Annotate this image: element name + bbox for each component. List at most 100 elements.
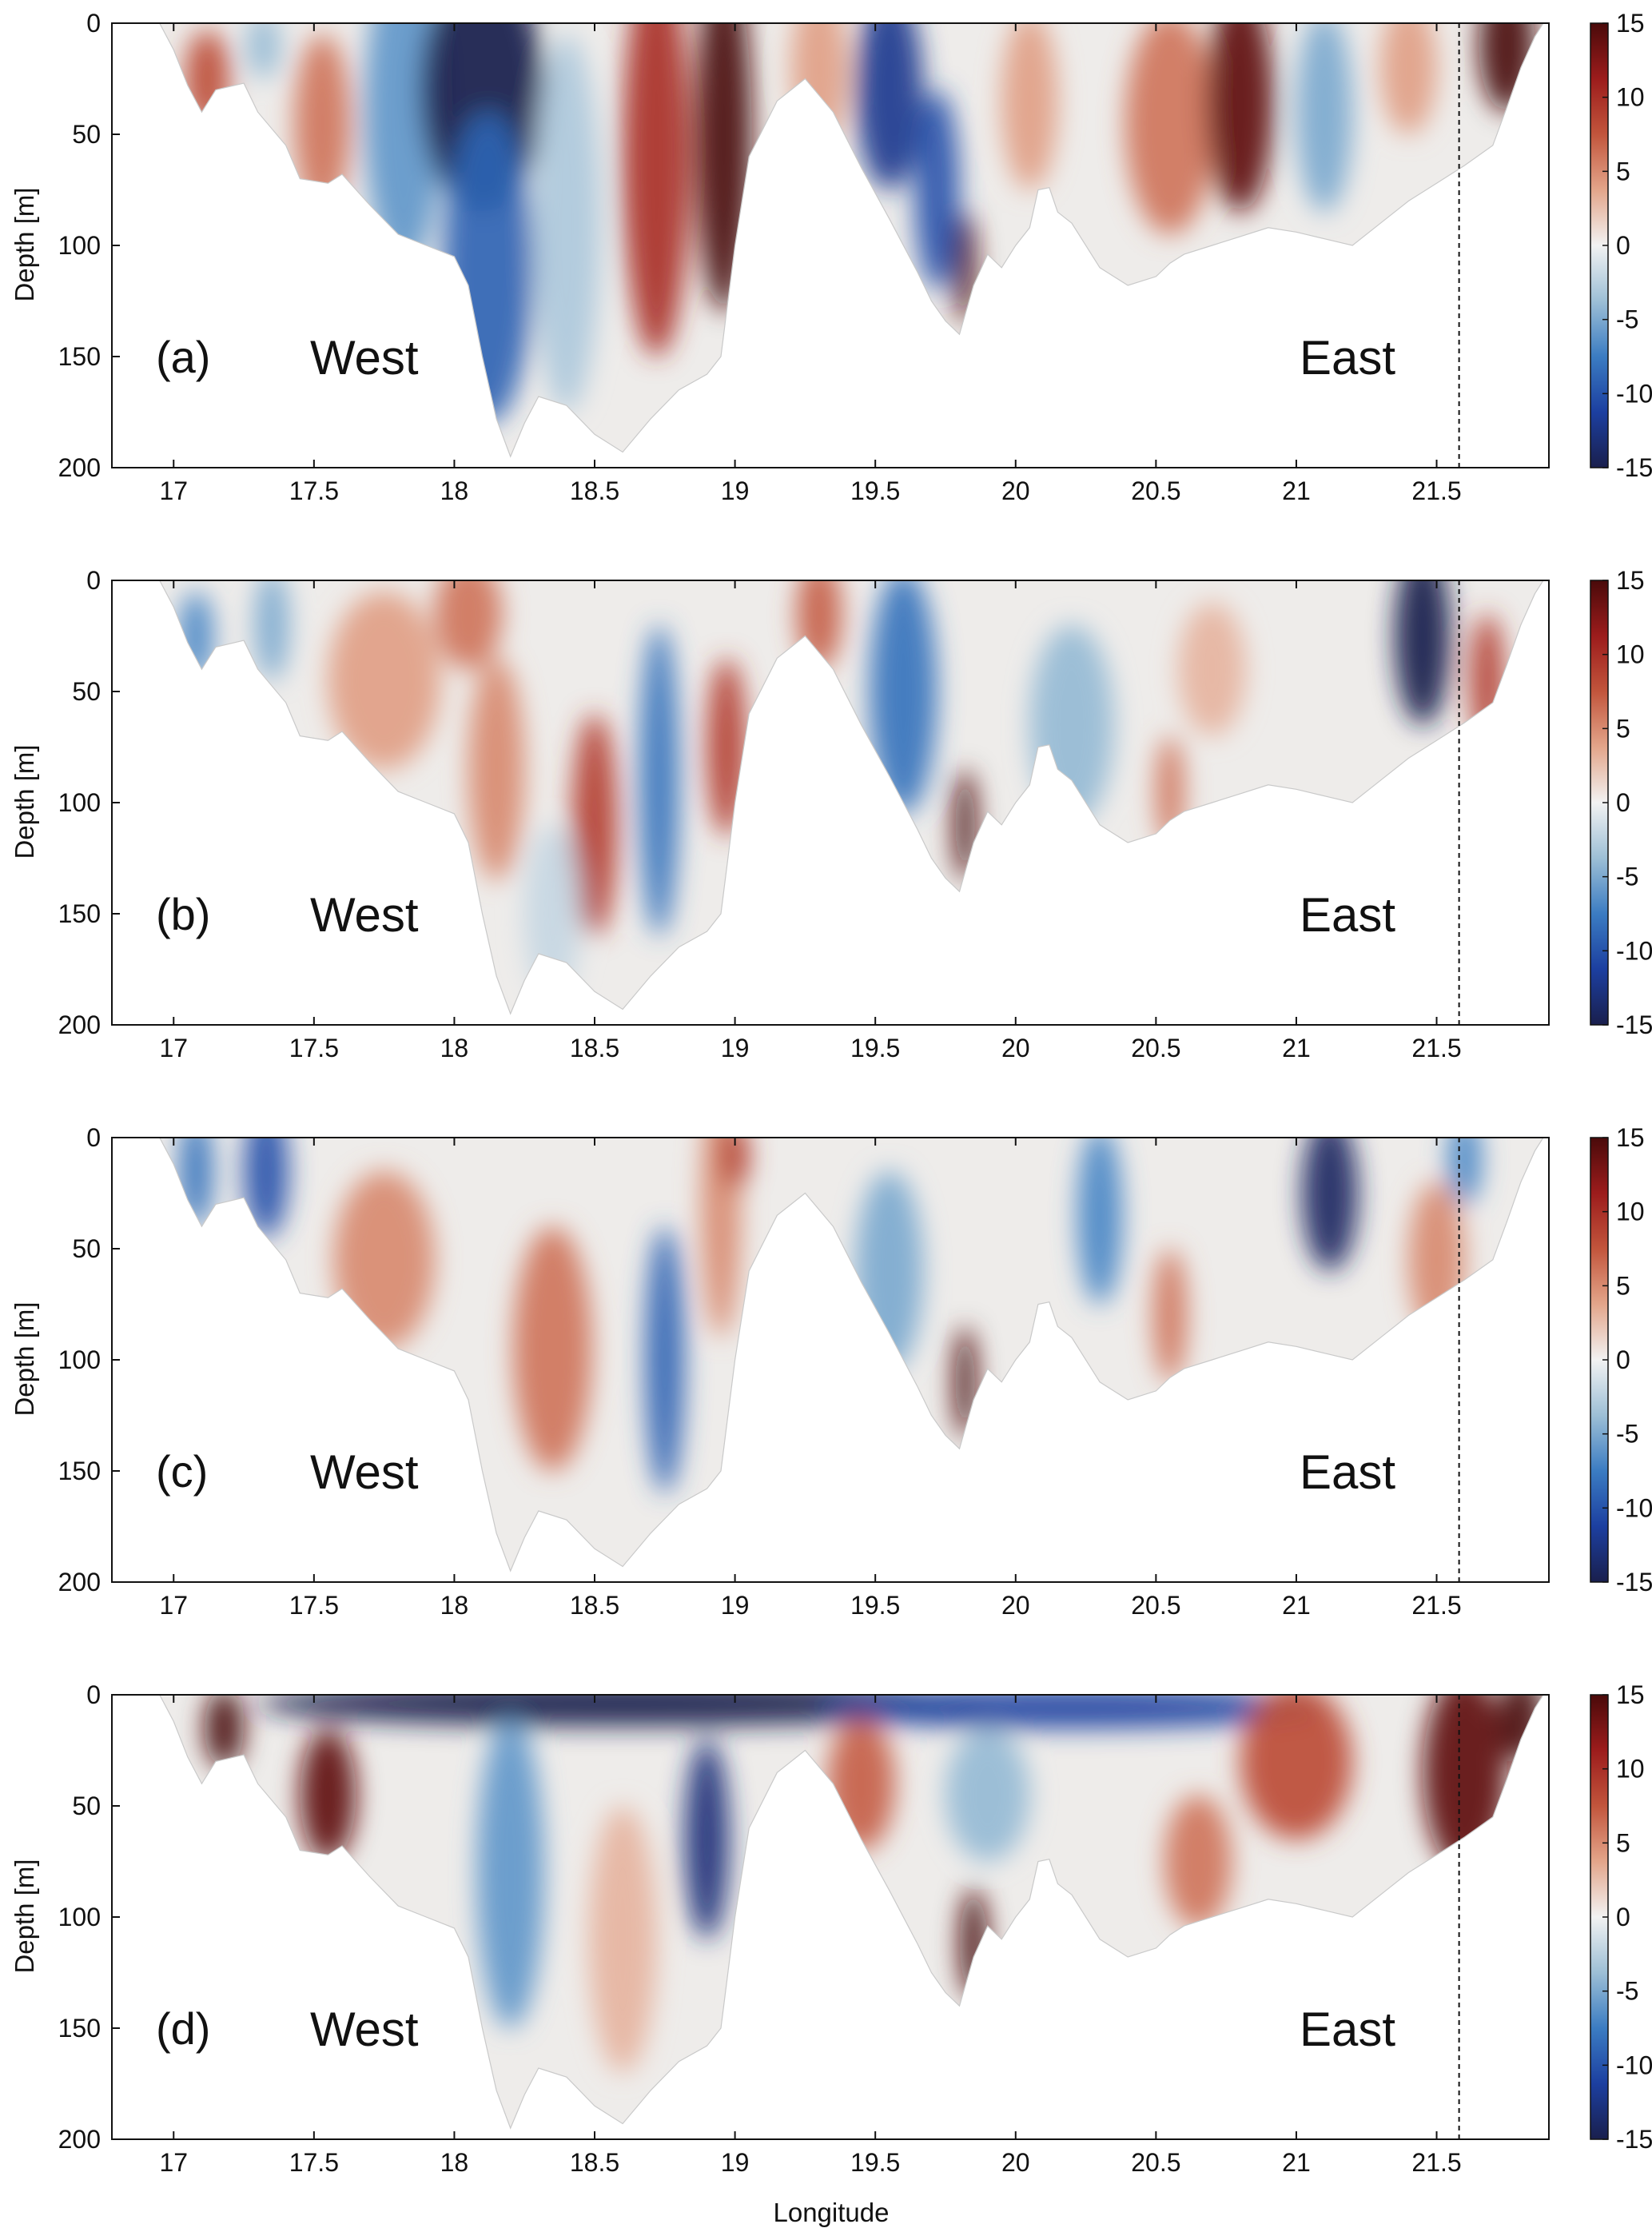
anomaly-feature bbox=[1125, 23, 1216, 235]
y-tick-label: 0 bbox=[86, 566, 101, 595]
colorbar-tick-label: 15 bbox=[1616, 9, 1645, 38]
x-tick-label: 17.5 bbox=[289, 2148, 339, 2177]
colorbar-tick-label: 5 bbox=[1616, 1271, 1630, 1300]
anomaly-feature bbox=[1240, 1695, 1353, 1839]
colorbar-tick-label: 0 bbox=[1616, 231, 1630, 260]
colorbar-tick-label: -15 bbox=[1616, 453, 1652, 482]
colorbar-tick-label: -10 bbox=[1616, 936, 1652, 965]
y-tick-label: 50 bbox=[72, 120, 101, 149]
anomaly-feature bbox=[476, 1716, 544, 2028]
panel-b-west-label: West bbox=[310, 888, 419, 942]
panel-a-east-label: East bbox=[1300, 331, 1395, 385]
panel-d: (d) West East Depth [m] 17 17.5 18 18.5 19 19… bbox=[10, 1680, 1652, 2177]
colorbar-tick-label: 10 bbox=[1616, 640, 1645, 669]
anomaly-feature bbox=[294, 34, 351, 213]
anomaly-feature bbox=[1380, 23, 1437, 134]
x-tick-label: 19 bbox=[721, 1034, 750, 1062]
x-tick-label: 20 bbox=[1001, 2148, 1030, 2177]
x-tick-label: 19 bbox=[721, 476, 750, 505]
x-tick-label: 17 bbox=[159, 476, 188, 505]
x-tick-label: 21.5 bbox=[1411, 1034, 1461, 1062]
y-tick-label: 50 bbox=[72, 1234, 101, 1263]
panel-b-y-axis-title: Depth [m] bbox=[10, 744, 39, 859]
panel-c-colorbar: 15 10 5 0 -5 -10 -15 bbox=[1590, 1123, 1652, 1596]
anomaly-feature bbox=[707, 658, 746, 836]
y-tick-label: 150 bbox=[58, 1457, 101, 1485]
x-tick-label: 21.5 bbox=[1411, 2148, 1461, 2177]
field-anomalies bbox=[179, 1138, 1482, 1493]
anomaly-feature bbox=[1394, 580, 1451, 725]
colorbar-tick-label: -15 bbox=[1616, 1010, 1652, 1039]
x-tick-label: 21 bbox=[1282, 1591, 1311, 1620]
x-tick-label: 19 bbox=[721, 1591, 750, 1620]
x-tick-label: 19.5 bbox=[850, 476, 900, 505]
x-tick-label: 18 bbox=[440, 1591, 469, 1620]
x-tick-label: 21 bbox=[1282, 1034, 1311, 1062]
colorbar-tick-label: 15 bbox=[1616, 566, 1645, 595]
colorbar-tick-label: 5 bbox=[1616, 714, 1630, 743]
y-tick-label: 100 bbox=[58, 1903, 101, 1931]
panel-a-field bbox=[159, 23, 1544, 457]
panel-d-field bbox=[159, 1695, 1544, 2129]
anomaly-feature bbox=[827, 1716, 895, 1851]
anomaly-feature bbox=[300, 1728, 356, 1862]
anomaly-feature bbox=[1447, 1138, 1482, 1205]
anomaly-feature bbox=[443, 112, 533, 424]
x-tick-label: 17.5 bbox=[289, 1034, 339, 1062]
anomaly-feature bbox=[855, 23, 923, 190]
panel-c: (c) West East Depth [m] 17 17.5 18 18.5 19 19… bbox=[10, 1123, 1652, 1620]
anomaly-feature bbox=[953, 769, 977, 881]
anomaly-feature bbox=[244, 1138, 289, 1238]
anomaly-feature bbox=[179, 1138, 213, 1227]
anomaly-feature bbox=[524, 824, 581, 1003]
anomaly-feature bbox=[1001, 23, 1058, 190]
panel-c-plot-layer bbox=[158, 1137, 1545, 1572]
x-tick-label: 17 bbox=[159, 2148, 188, 2177]
colorbar-tick-label: 15 bbox=[1616, 1123, 1645, 1152]
anomaly-feature bbox=[364, 23, 444, 268]
panel-d-west-label: West bbox=[310, 2003, 419, 2056]
colorbar-tick-label: -10 bbox=[1616, 2051, 1652, 2079]
colorbar-tick-label: 5 bbox=[1616, 157, 1630, 185]
panel-c-y-axis-title: Depth [m] bbox=[10, 1301, 39, 1416]
colorbar-tick-label: 10 bbox=[1616, 83, 1645, 112]
panel-c-east-label: East bbox=[1300, 1445, 1395, 1499]
colorbar-tick-label: -5 bbox=[1616, 1420, 1638, 1449]
y-tick-label: 50 bbox=[72, 677, 101, 706]
x-tick-label: 19.5 bbox=[850, 1591, 900, 1620]
x-axis-title: Longitude bbox=[774, 2198, 890, 2227]
anomaly-feature bbox=[855, 1170, 923, 1371]
anomaly-feature bbox=[1077, 1138, 1123, 1305]
x-tick-label: 18.5 bbox=[570, 476, 619, 505]
anomaly-feature bbox=[1206, 23, 1274, 213]
x-tick-label: 18.5 bbox=[570, 1591, 619, 1620]
x-tick-label: 20.5 bbox=[1131, 2148, 1180, 2177]
panel-b-plot-layer bbox=[158, 580, 1545, 1015]
y-tick-label: 150 bbox=[58, 899, 101, 928]
anomaly-feature bbox=[623, 23, 691, 357]
section-outline bbox=[158, 22, 1545, 458]
x-tick-label: 19 bbox=[721, 2148, 750, 2177]
anomaly-feature bbox=[645, 1226, 685, 1493]
anomaly-feature bbox=[246, 23, 281, 79]
panel-b-field bbox=[159, 580, 1544, 1014]
panel-d-east-label: East bbox=[1300, 2003, 1395, 2056]
x-tick-label: 18 bbox=[440, 476, 469, 505]
colorbar-tick-label: 10 bbox=[1616, 1755, 1645, 1784]
x-tick-label: 19.5 bbox=[850, 1034, 900, 1062]
anomaly-feature bbox=[255, 580, 289, 681]
panel-a: (a) West East Depth [m] 17 17.5 18 18.5 19 19… bbox=[10, 9, 1652, 505]
panel-a-west-label: West bbox=[310, 331, 419, 385]
x-tick-label: 20.5 bbox=[1131, 1591, 1180, 1620]
x-tick-label: 21.5 bbox=[1411, 1591, 1461, 1620]
anomaly-feature bbox=[1470, 613, 1504, 747]
section-outline bbox=[158, 1137, 1545, 1572]
x-tick-label: 21 bbox=[1282, 2148, 1311, 2177]
y-tick-label: 150 bbox=[58, 2014, 101, 2043]
x-tick-label: 18 bbox=[440, 1034, 469, 1062]
anomaly-feature bbox=[1178, 602, 1246, 736]
x-tick-label: 17 bbox=[159, 1591, 188, 1620]
y-tick-label: 200 bbox=[58, 1010, 101, 1039]
colorbar-tick-label: 5 bbox=[1616, 1828, 1630, 1857]
y-tick-label: 200 bbox=[58, 1568, 101, 1596]
